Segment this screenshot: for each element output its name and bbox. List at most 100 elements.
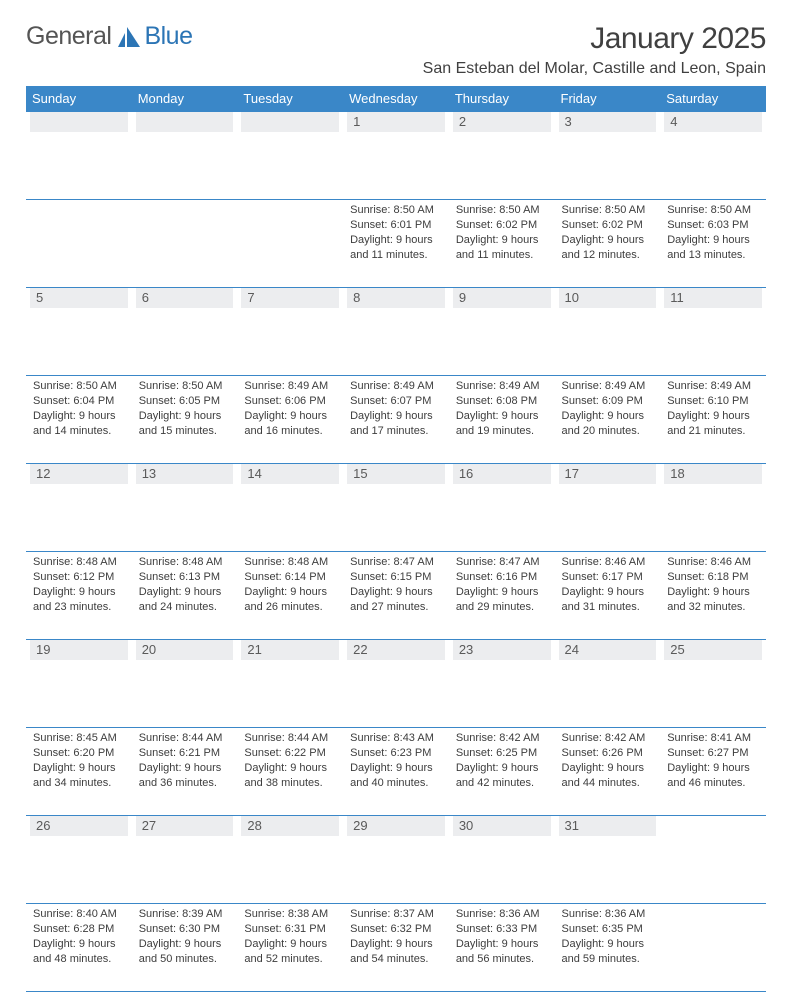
sunset-line: Sunset: 6:20 PM bbox=[33, 746, 125, 761]
daylight-line: Daylight: 9 hours and 36 minutes. bbox=[139, 761, 231, 791]
sunset-line: Sunset: 6:28 PM bbox=[33, 922, 125, 937]
daynum-cell: 16 bbox=[449, 464, 555, 552]
day-cell-body: Sunrise: 8:50 AMSunset: 6:01 PMDaylight:… bbox=[347, 200, 445, 262]
day-cell: Sunrise: 8:46 AMSunset: 6:18 PMDaylight:… bbox=[660, 552, 766, 640]
day-cell: Sunrise: 8:36 AMSunset: 6:35 PMDaylight:… bbox=[555, 904, 661, 992]
day-number: 15 bbox=[347, 464, 445, 484]
logo-sails-icon bbox=[116, 27, 142, 49]
sunrise-line: Sunrise: 8:47 AM bbox=[456, 555, 548, 570]
sunset-line: Sunset: 6:05 PM bbox=[139, 394, 231, 409]
daynum-cell: 25 bbox=[660, 640, 766, 728]
daynum-cell: 11 bbox=[660, 288, 766, 376]
daynum-cell bbox=[237, 112, 343, 200]
day-number: 9 bbox=[453, 288, 551, 308]
logo-word2: Blue bbox=[144, 22, 192, 51]
day-number-blank bbox=[664, 816, 762, 836]
sunset-line: Sunset: 6:16 PM bbox=[456, 570, 548, 585]
day-cell: Sunrise: 8:38 AMSunset: 6:31 PMDaylight:… bbox=[237, 904, 343, 992]
sunrise-line: Sunrise: 8:48 AM bbox=[33, 555, 125, 570]
daylight-line: Daylight: 9 hours and 17 minutes. bbox=[350, 409, 442, 439]
daynum-cell: 7 bbox=[237, 288, 343, 376]
sunrise-line: Sunrise: 8:50 AM bbox=[456, 203, 548, 218]
day-cell-body: Sunrise: 8:50 AMSunset: 6:03 PMDaylight:… bbox=[664, 200, 762, 262]
daynum-cell: 13 bbox=[132, 464, 238, 552]
day-number: 23 bbox=[453, 640, 551, 660]
day-cell-body: Sunrise: 8:49 AMSunset: 6:07 PMDaylight:… bbox=[347, 376, 445, 438]
day-header: Sunday bbox=[26, 86, 132, 112]
day-number: 21 bbox=[241, 640, 339, 660]
sunset-line: Sunset: 6:25 PM bbox=[456, 746, 548, 761]
sunrise-line: Sunrise: 8:38 AM bbox=[244, 907, 336, 922]
daynum-cell bbox=[26, 112, 132, 200]
sunset-line: Sunset: 6:13 PM bbox=[139, 570, 231, 585]
day-number: 5 bbox=[30, 288, 128, 308]
day-number: 31 bbox=[559, 816, 657, 836]
sunset-line: Sunset: 6:12 PM bbox=[33, 570, 125, 585]
sunrise-line: Sunrise: 8:50 AM bbox=[139, 379, 231, 394]
daylight-line: Daylight: 9 hours and 44 minutes. bbox=[562, 761, 654, 791]
day-number: 13 bbox=[136, 464, 234, 484]
day-cell-body: Sunrise: 8:49 AMSunset: 6:08 PMDaylight:… bbox=[453, 376, 551, 438]
daynum-cell: 10 bbox=[555, 288, 661, 376]
day-cell-body: Sunrise: 8:39 AMSunset: 6:30 PMDaylight:… bbox=[136, 904, 234, 966]
week-row: Sunrise: 8:50 AMSunset: 6:04 PMDaylight:… bbox=[26, 376, 766, 464]
day-cell: Sunrise: 8:47 AMSunset: 6:16 PMDaylight:… bbox=[449, 552, 555, 640]
day-cell bbox=[660, 904, 766, 992]
sunrise-line: Sunrise: 8:44 AM bbox=[244, 731, 336, 746]
sunrise-line: Sunrise: 8:50 AM bbox=[33, 379, 125, 394]
day-number: 16 bbox=[453, 464, 551, 484]
daynum-cell: 28 bbox=[237, 816, 343, 904]
day-cell: Sunrise: 8:50 AMSunset: 6:01 PMDaylight:… bbox=[343, 200, 449, 288]
daynum-cell: 30 bbox=[449, 816, 555, 904]
sunrise-line: Sunrise: 8:45 AM bbox=[33, 731, 125, 746]
day-header: Wednesday bbox=[343, 86, 449, 112]
sunset-line: Sunset: 6:04 PM bbox=[33, 394, 125, 409]
sunset-line: Sunset: 6:08 PM bbox=[456, 394, 548, 409]
day-number-blank bbox=[241, 112, 339, 132]
day-cell: Sunrise: 8:49 AMSunset: 6:07 PMDaylight:… bbox=[343, 376, 449, 464]
day-cell-body: Sunrise: 8:49 AMSunset: 6:06 PMDaylight:… bbox=[241, 376, 339, 438]
daynum-cell: 6 bbox=[132, 288, 238, 376]
sunrise-line: Sunrise: 8:49 AM bbox=[244, 379, 336, 394]
sunset-line: Sunset: 6:35 PM bbox=[562, 922, 654, 937]
day-cell-body: Sunrise: 8:46 AMSunset: 6:18 PMDaylight:… bbox=[664, 552, 762, 614]
sunrise-line: Sunrise: 8:49 AM bbox=[456, 379, 548, 394]
day-cell: Sunrise: 8:44 AMSunset: 6:21 PMDaylight:… bbox=[132, 728, 238, 816]
daylight-line: Daylight: 9 hours and 14 minutes. bbox=[33, 409, 125, 439]
sunset-line: Sunset: 6:32 PM bbox=[350, 922, 442, 937]
day-number: 28 bbox=[241, 816, 339, 836]
day-header: Saturday bbox=[660, 86, 766, 112]
day-cell-body: Sunrise: 8:42 AMSunset: 6:26 PMDaylight:… bbox=[559, 728, 657, 790]
day-cell: Sunrise: 8:39 AMSunset: 6:30 PMDaylight:… bbox=[132, 904, 238, 992]
day-cell-body: Sunrise: 8:43 AMSunset: 6:23 PMDaylight:… bbox=[347, 728, 445, 790]
day-cell: Sunrise: 8:49 AMSunset: 6:08 PMDaylight:… bbox=[449, 376, 555, 464]
daylight-line: Daylight: 9 hours and 56 minutes. bbox=[456, 937, 548, 967]
sunset-line: Sunset: 6:30 PM bbox=[139, 922, 231, 937]
week-row: Sunrise: 8:40 AMSunset: 6:28 PMDaylight:… bbox=[26, 904, 766, 992]
day-cell-body: Sunrise: 8:36 AMSunset: 6:35 PMDaylight:… bbox=[559, 904, 657, 966]
sunrise-line: Sunrise: 8:46 AM bbox=[667, 555, 759, 570]
sunrise-line: Sunrise: 8:47 AM bbox=[350, 555, 442, 570]
day-cell-body: Sunrise: 8:49 AMSunset: 6:10 PMDaylight:… bbox=[664, 376, 762, 438]
daynum-cell: 15 bbox=[343, 464, 449, 552]
daylight-line: Daylight: 9 hours and 50 minutes. bbox=[139, 937, 231, 967]
daynum-cell: 22 bbox=[343, 640, 449, 728]
day-cell-body: Sunrise: 8:47 AMSunset: 6:16 PMDaylight:… bbox=[453, 552, 551, 614]
day-number: 14 bbox=[241, 464, 339, 484]
day-header: Thursday bbox=[449, 86, 555, 112]
day-number: 20 bbox=[136, 640, 234, 660]
day-number: 2 bbox=[453, 112, 551, 132]
day-cell: Sunrise: 8:44 AMSunset: 6:22 PMDaylight:… bbox=[237, 728, 343, 816]
day-cell-body: Sunrise: 8:47 AMSunset: 6:15 PMDaylight:… bbox=[347, 552, 445, 614]
daynum-cell: 14 bbox=[237, 464, 343, 552]
daylight-line: Daylight: 9 hours and 40 minutes. bbox=[350, 761, 442, 791]
sunset-line: Sunset: 6:22 PM bbox=[244, 746, 336, 761]
day-cell: Sunrise: 8:47 AMSunset: 6:15 PMDaylight:… bbox=[343, 552, 449, 640]
day-number: 8 bbox=[347, 288, 445, 308]
daylight-line: Daylight: 9 hours and 38 minutes. bbox=[244, 761, 336, 791]
day-number: 3 bbox=[559, 112, 657, 132]
daynum-cell: 26 bbox=[26, 816, 132, 904]
daynum-cell bbox=[132, 112, 238, 200]
sunrise-line: Sunrise: 8:36 AM bbox=[562, 907, 654, 922]
daynum-cell: 27 bbox=[132, 816, 238, 904]
